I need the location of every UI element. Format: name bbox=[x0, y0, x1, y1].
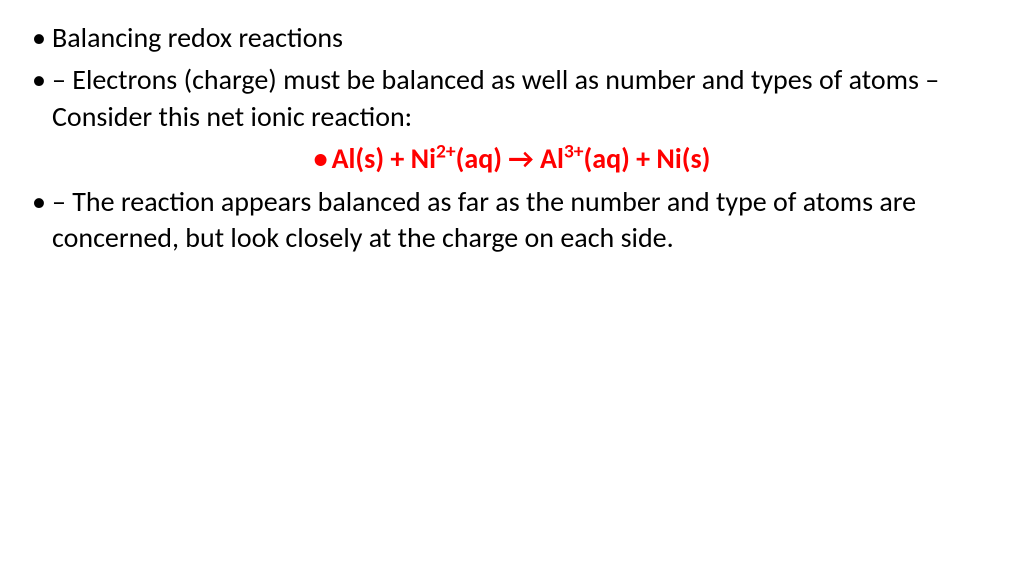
equation-bullet-dot: • bbox=[314, 141, 328, 176]
eq-sup-2: 3+ bbox=[564, 140, 584, 164]
bullet-2: – Electrons (charge) must be balanced as… bbox=[30, 62, 994, 135]
bullet-1-text: Balancing redox reactions bbox=[52, 20, 343, 55]
bullet-3-text: – The reaction appears balanced as far a… bbox=[52, 184, 916, 255]
slide-content: Balancing redox reactions – Electrons (c… bbox=[30, 20, 994, 256]
eq-part-1: Al(s) + Ni bbox=[332, 141, 436, 176]
eq-sup-1: 2+ bbox=[436, 140, 456, 164]
equation-text: Al(s) + Ni2+(aq) → Al3+(aq) + Ni(s) bbox=[332, 141, 711, 176]
bullet-3: – The reaction appears balanced as far a… bbox=[30, 184, 994, 257]
eq-part-2: (aq) → Al bbox=[456, 141, 564, 176]
equation-line: •Al(s) + Ni2+(aq) → Al3+(aq) + Ni(s) bbox=[30, 141, 994, 177]
bullet-2-text: – Electrons (charge) must be balanced as… bbox=[52, 62, 939, 133]
eq-part-3: (aq) + Ni(s) bbox=[584, 141, 711, 176]
bullet-1: Balancing redox reactions bbox=[30, 20, 994, 56]
